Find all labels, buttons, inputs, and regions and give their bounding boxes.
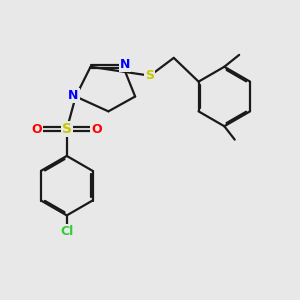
Text: S: S: [146, 69, 154, 82]
Text: O: O: [32, 123, 42, 136]
Text: S: S: [62, 122, 72, 136]
Text: N: N: [68, 88, 79, 101]
Text: Cl: Cl: [60, 225, 74, 238]
Text: N: N: [119, 58, 130, 71]
Text: O: O: [91, 123, 102, 136]
